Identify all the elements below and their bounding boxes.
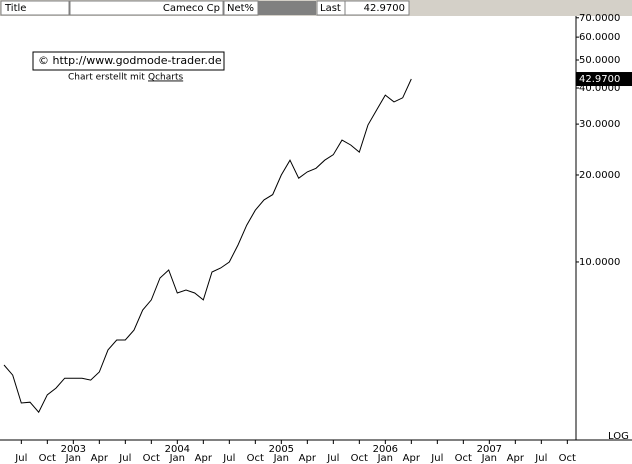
y-tick-label: 30.0000 — [579, 119, 620, 130]
x-tick-label: Apr — [91, 453, 109, 464]
x-tick-label: Oct — [143, 453, 160, 464]
header-name: Cameco Cp — [163, 3, 220, 14]
header-net: Net% — [227, 3, 254, 14]
x-tick-label: Apr — [299, 453, 317, 464]
credit: Chart erstellt mit — [68, 73, 145, 83]
header-last: Last — [320, 3, 341, 14]
header-cell — [344, 0, 410, 16]
last-value-box — [576, 72, 632, 87]
x-tick-label: Apr — [507, 453, 525, 464]
header-cell — [258, 1, 316, 15]
x-year-label: 2004 — [165, 444, 190, 455]
x-tick-label: Jul — [222, 453, 235, 464]
y-tick-label: 10.0000 — [579, 257, 620, 268]
x-tick-label: Jan — [65, 453, 81, 464]
credit-link[interactable]: Qcharts — [148, 73, 183, 83]
x-tick-label: Jan — [273, 453, 289, 464]
header-cell — [69, 0, 224, 16]
x-year-label: 2003 — [61, 444, 86, 455]
x-tick-label: Apr — [403, 453, 421, 464]
annotation: © http://www.godmode-trader.de — [38, 54, 222, 67]
scale-label: LOG — [608, 431, 629, 442]
header-cell — [0, 0, 70, 16]
x-year-label: 2005 — [269, 444, 294, 455]
y-tick-label: 40.0000 — [579, 83, 620, 94]
header-title: Title — [4, 3, 26, 14]
y-tick-label: 70.0000 — [579, 13, 620, 24]
header-last-value: 42.9700 — [364, 3, 405, 14]
x-year-label: 2006 — [373, 444, 398, 455]
x-tick-label: Jul — [14, 453, 27, 464]
y-tick-label: 60.0000 — [579, 32, 620, 43]
x-tick-label: Apr — [195, 453, 213, 464]
x-tick-label: Jan — [169, 453, 185, 464]
x-tick-label: Jul — [326, 453, 339, 464]
x-tick-label: Oct — [455, 453, 472, 464]
x-tick-label: Jul — [118, 453, 131, 464]
x-year-label: 2007 — [477, 444, 502, 455]
price-line — [3, 78, 412, 414]
x-tick-label: Oct — [559, 453, 576, 464]
last-value-label: 42.9700 — [579, 74, 620, 85]
y-tick-label: 50.0000 — [579, 55, 620, 66]
y-tick-label: 20.0000 — [579, 170, 620, 181]
x-tick-label: Jul — [534, 453, 547, 464]
x-tick-label: Oct — [39, 453, 56, 464]
annotation-box — [32, 51, 225, 71]
x-tick-label: Jul — [430, 453, 443, 464]
x-tick-label: Oct — [351, 453, 368, 464]
x-tick-label: Oct — [247, 453, 264, 464]
x-tick-label: Jan — [377, 453, 393, 464]
x-tick-label: Jan — [481, 453, 497, 464]
